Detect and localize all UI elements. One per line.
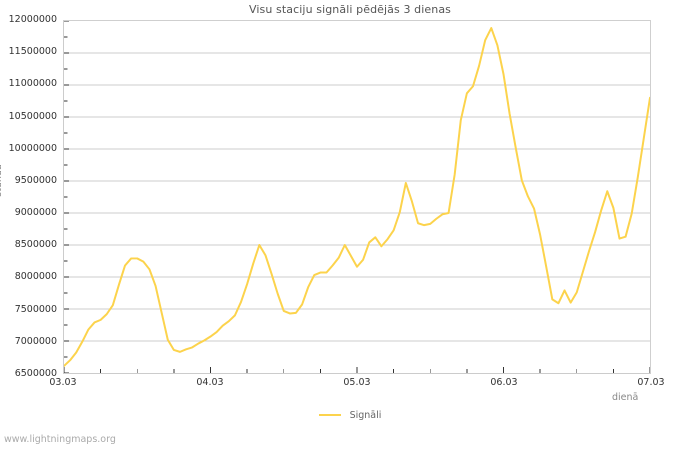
y-tick-label: 12000000 [8, 14, 57, 25]
y-tick-label: 10500000 [8, 110, 57, 122]
footer-source-text: www.lightningmaps.org [4, 434, 116, 445]
x-axis-label: dienā [612, 392, 639, 403]
series-signali-line [64, 27, 650, 367]
y-tick-label: 11500000 [8, 46, 57, 58]
y-tick-label: 7000000 [14, 335, 57, 347]
y-axis-label: stundā [0, 164, 4, 197]
y-tick-label: 11000000 [8, 78, 57, 90]
chart-legend: Signāli [0, 410, 700, 421]
y-tick-label: 7500000 [14, 303, 57, 315]
y-tick-label: 9500000 [14, 174, 57, 186]
x-tick-label: 06.03 [490, 377, 518, 388]
x-tick-label: 07.03 [637, 377, 665, 388]
x-tick-label: 03.03 [49, 377, 77, 388]
y-tick-label: 10000000 [8, 142, 57, 154]
y-tick-label: 6500000 [14, 368, 57, 379]
series-line-0 [64, 27, 650, 367]
y-tick-label: 9000000 [14, 207, 57, 219]
chart-title: Visu staciju signāli pēdējās 3 dienas [248, 3, 451, 16]
y-tick-label: 8500000 [14, 239, 57, 251]
plot-area [63, 20, 651, 374]
y-tick-label: 8000000 [14, 271, 57, 283]
legend-swatch-icon [318, 413, 341, 416]
x-tick-label: 04.03 [196, 377, 224, 388]
x-tick-label: 05.03 [343, 377, 371, 388]
legend-item-signali[interactable]: Signāli [318, 410, 382, 421]
legend-item-label: Signāli [349, 410, 382, 421]
